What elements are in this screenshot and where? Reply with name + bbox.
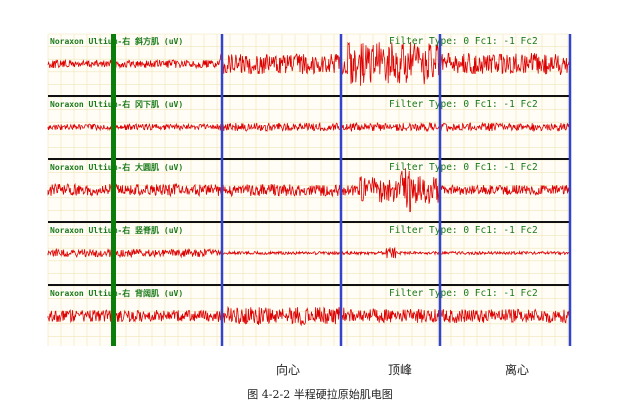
channel-strip: Noraxon Ultium-右 斜方肌 (uV) Filter Type: 0… bbox=[47, 36, 570, 86]
emg-trace bbox=[47, 305, 570, 327]
filter-info: Filter Type: 0 Fc1: -1 Fc2 bbox=[389, 162, 538, 173]
time-cursor[interactable] bbox=[111, 34, 116, 346]
emg-trace bbox=[47, 168, 570, 213]
phase-label-eccentric: 离心 bbox=[505, 363, 530, 377]
channel-label: Noraxon Ultium-右 斜方肌 (uV) bbox=[50, 36, 183, 46]
phase-label-peak: 顶峰 bbox=[388, 363, 413, 377]
channel-strip: Noraxon Ultium-右 大圆肌 (uV) Filter Type: 0… bbox=[47, 162, 570, 213]
channel-strip: Noraxon Ultium-右 竖脊肌 (uV) Filter Type: 0… bbox=[47, 225, 570, 259]
channel-label: Noraxon Ultium-右 竖脊肌 (uV) bbox=[50, 225, 183, 235]
emg-trace bbox=[47, 246, 570, 259]
filter-info: Filter Type: 0 Fc1: -1 Fc2 bbox=[389, 36, 538, 47]
filter-info: Filter Type: 0 Fc1: -1 Fc2 bbox=[389, 99, 538, 110]
channel-strips: Noraxon Ultium-右 斜方肌 (uV) Filter Type: 0… bbox=[47, 36, 570, 327]
channel-separators bbox=[48, 95, 570, 286]
filter-info: Filter Type: 0 Fc1: -1 Fc2 bbox=[389, 288, 538, 299]
phase-label-concentric: 向心 bbox=[276, 363, 301, 377]
channel-strip: Noraxon Ultium-右 背阔肌 (uV) Filter Type: 0… bbox=[47, 288, 570, 327]
figure-caption: 图 4-2-2 半程硬拉原始肌电图 bbox=[247, 388, 393, 401]
channel-label: Noraxon Ultium-右 大圆肌 (uV) bbox=[50, 162, 183, 172]
filter-info: Filter Type: 0 Fc1: -1 Fc2 bbox=[389, 225, 538, 236]
channel-label: Noraxon Ultium-右 背阔肌 (uV) bbox=[50, 288, 183, 298]
emg-trace bbox=[47, 121, 570, 133]
channel-label: Noraxon Ultium-右 冈下肌 (uV) bbox=[50, 99, 183, 109]
emg-trace bbox=[47, 41, 570, 86]
channel-strip: Noraxon Ultium-右 冈下肌 (uV) Filter Type: 0… bbox=[47, 99, 570, 133]
phase-markers bbox=[220, 34, 572, 346]
